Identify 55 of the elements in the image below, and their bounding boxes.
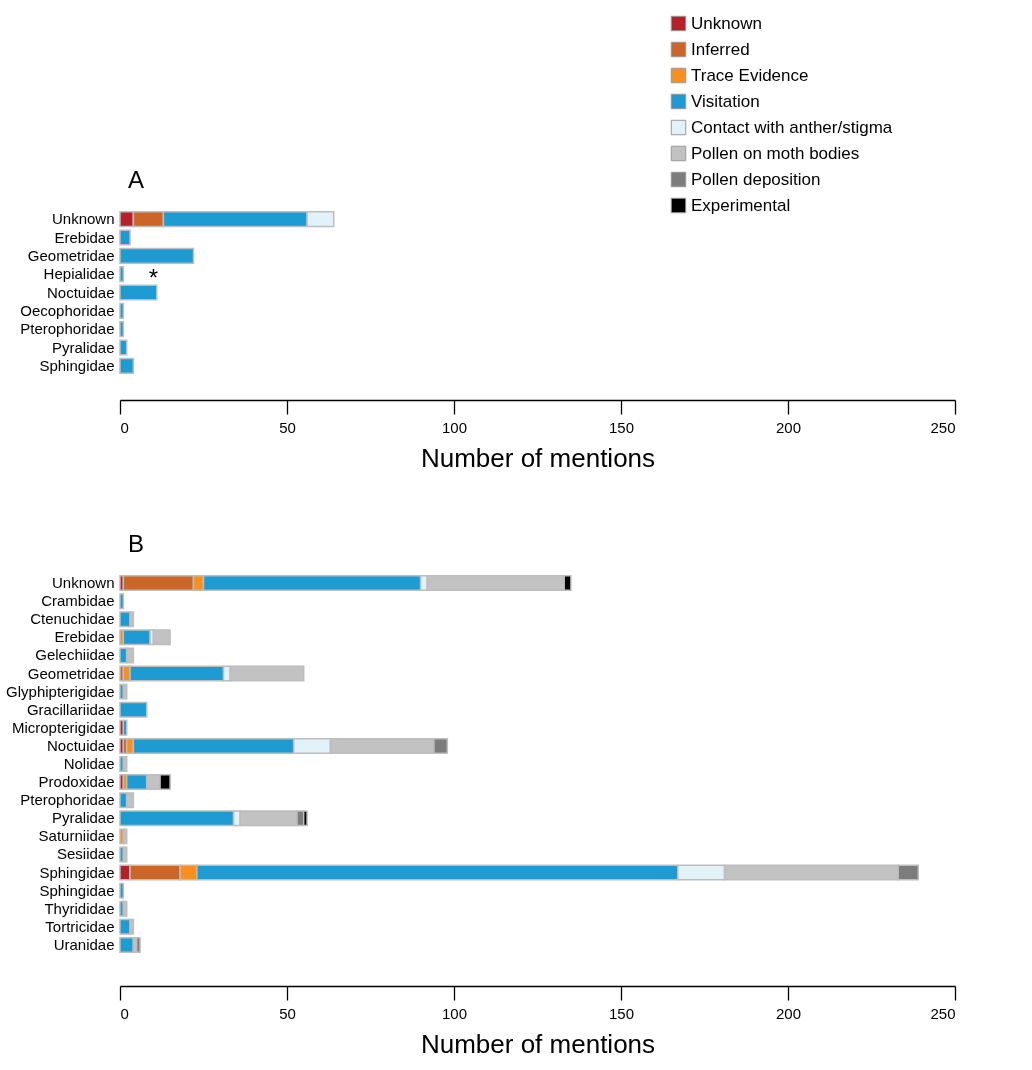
x-tick-label: 100 <box>441 1004 468 1022</box>
y-tick-label: Pyralidae <box>51 809 115 827</box>
x-tick-label: 200 <box>775 418 802 436</box>
x-tick-label: 50 <box>279 1004 296 1022</box>
legend-label: Pollen on moth bodies <box>691 143 860 163</box>
y-tick-label: Nolidae <box>63 755 115 772</box>
y-tick-label: Gelechiidae <box>35 646 115 664</box>
y-tick-label: Uranidae <box>53 935 115 953</box>
y-tick-label: Hepialidae <box>43 265 115 283</box>
x-tick-label: 100 <box>441 418 468 436</box>
x-tick-label: 50 <box>279 418 296 436</box>
y-tick-label: Pyralidae <box>51 338 115 356</box>
annotation: * <box>148 264 159 292</box>
legend-label: Experimental <box>691 195 791 215</box>
y-tick-label: Sphingidae <box>39 356 115 374</box>
y-tick-label: Micropterigidae <box>11 718 115 736</box>
x-tick-label: 0 <box>120 1004 129 1022</box>
y-tick-label: Saturniidae <box>38 827 115 845</box>
y-tick-label: Gracillariidae <box>26 700 115 718</box>
legend-label: Pollen deposition <box>691 169 821 189</box>
y-tick-label: Pterophoridae <box>20 791 115 809</box>
y-tick-label: Erebidae <box>54 628 115 646</box>
y-tick-label: Unknown <box>51 210 115 228</box>
y-tick-label: Thyrididae <box>44 899 115 917</box>
chart-title: B <box>128 530 145 557</box>
y-tick-label: Erebidae <box>54 228 115 246</box>
y-tick-label: Ctenuchidae <box>30 610 115 628</box>
y-tick-label: Oecophoridae <box>20 301 115 319</box>
y-tick-label: Pterophoridae <box>20 320 115 338</box>
legend-label: Contact with anther/stigma <box>691 117 893 137</box>
y-tick-label: Sesiidae <box>56 845 115 863</box>
y-tick-label: Sphingidae <box>39 881 115 899</box>
y-tick-label: Tortricidae <box>45 917 115 935</box>
y-tick-label: Noctuidae <box>46 283 115 301</box>
y-tick-label: Sphingidae <box>39 863 115 881</box>
y-tick-label: Glyphipterigidae <box>6 682 115 700</box>
y-tick-label: Geometridae <box>27 246 115 264</box>
x-tick-label: 250 <box>930 418 956 436</box>
legend-label: Visitation <box>691 91 760 111</box>
x-tick-label: 200 <box>775 1004 802 1022</box>
x-tick-label: 0 <box>120 418 129 436</box>
x-tick-label: 150 <box>608 418 635 436</box>
y-tick-label: Noctuidae <box>46 736 115 754</box>
y-tick-label: Prodoxidae <box>38 773 115 791</box>
x-axis-title: Number of mentions <box>420 1028 656 1059</box>
x-axis-title: Number of mentions <box>420 442 656 473</box>
legend-label: Unknown <box>691 13 762 33</box>
legend-label: Trace Evidence <box>691 65 809 85</box>
x-tick-label: 150 <box>608 1004 635 1022</box>
y-tick-label: Unknown <box>51 574 115 592</box>
x-tick-label: 250 <box>930 1004 956 1022</box>
legend-label: Inferred <box>691 39 750 59</box>
y-tick-label: Geometridae <box>27 664 115 682</box>
chart-title: A <box>128 166 145 193</box>
y-tick-label: Crambidae <box>41 592 115 610</box>
